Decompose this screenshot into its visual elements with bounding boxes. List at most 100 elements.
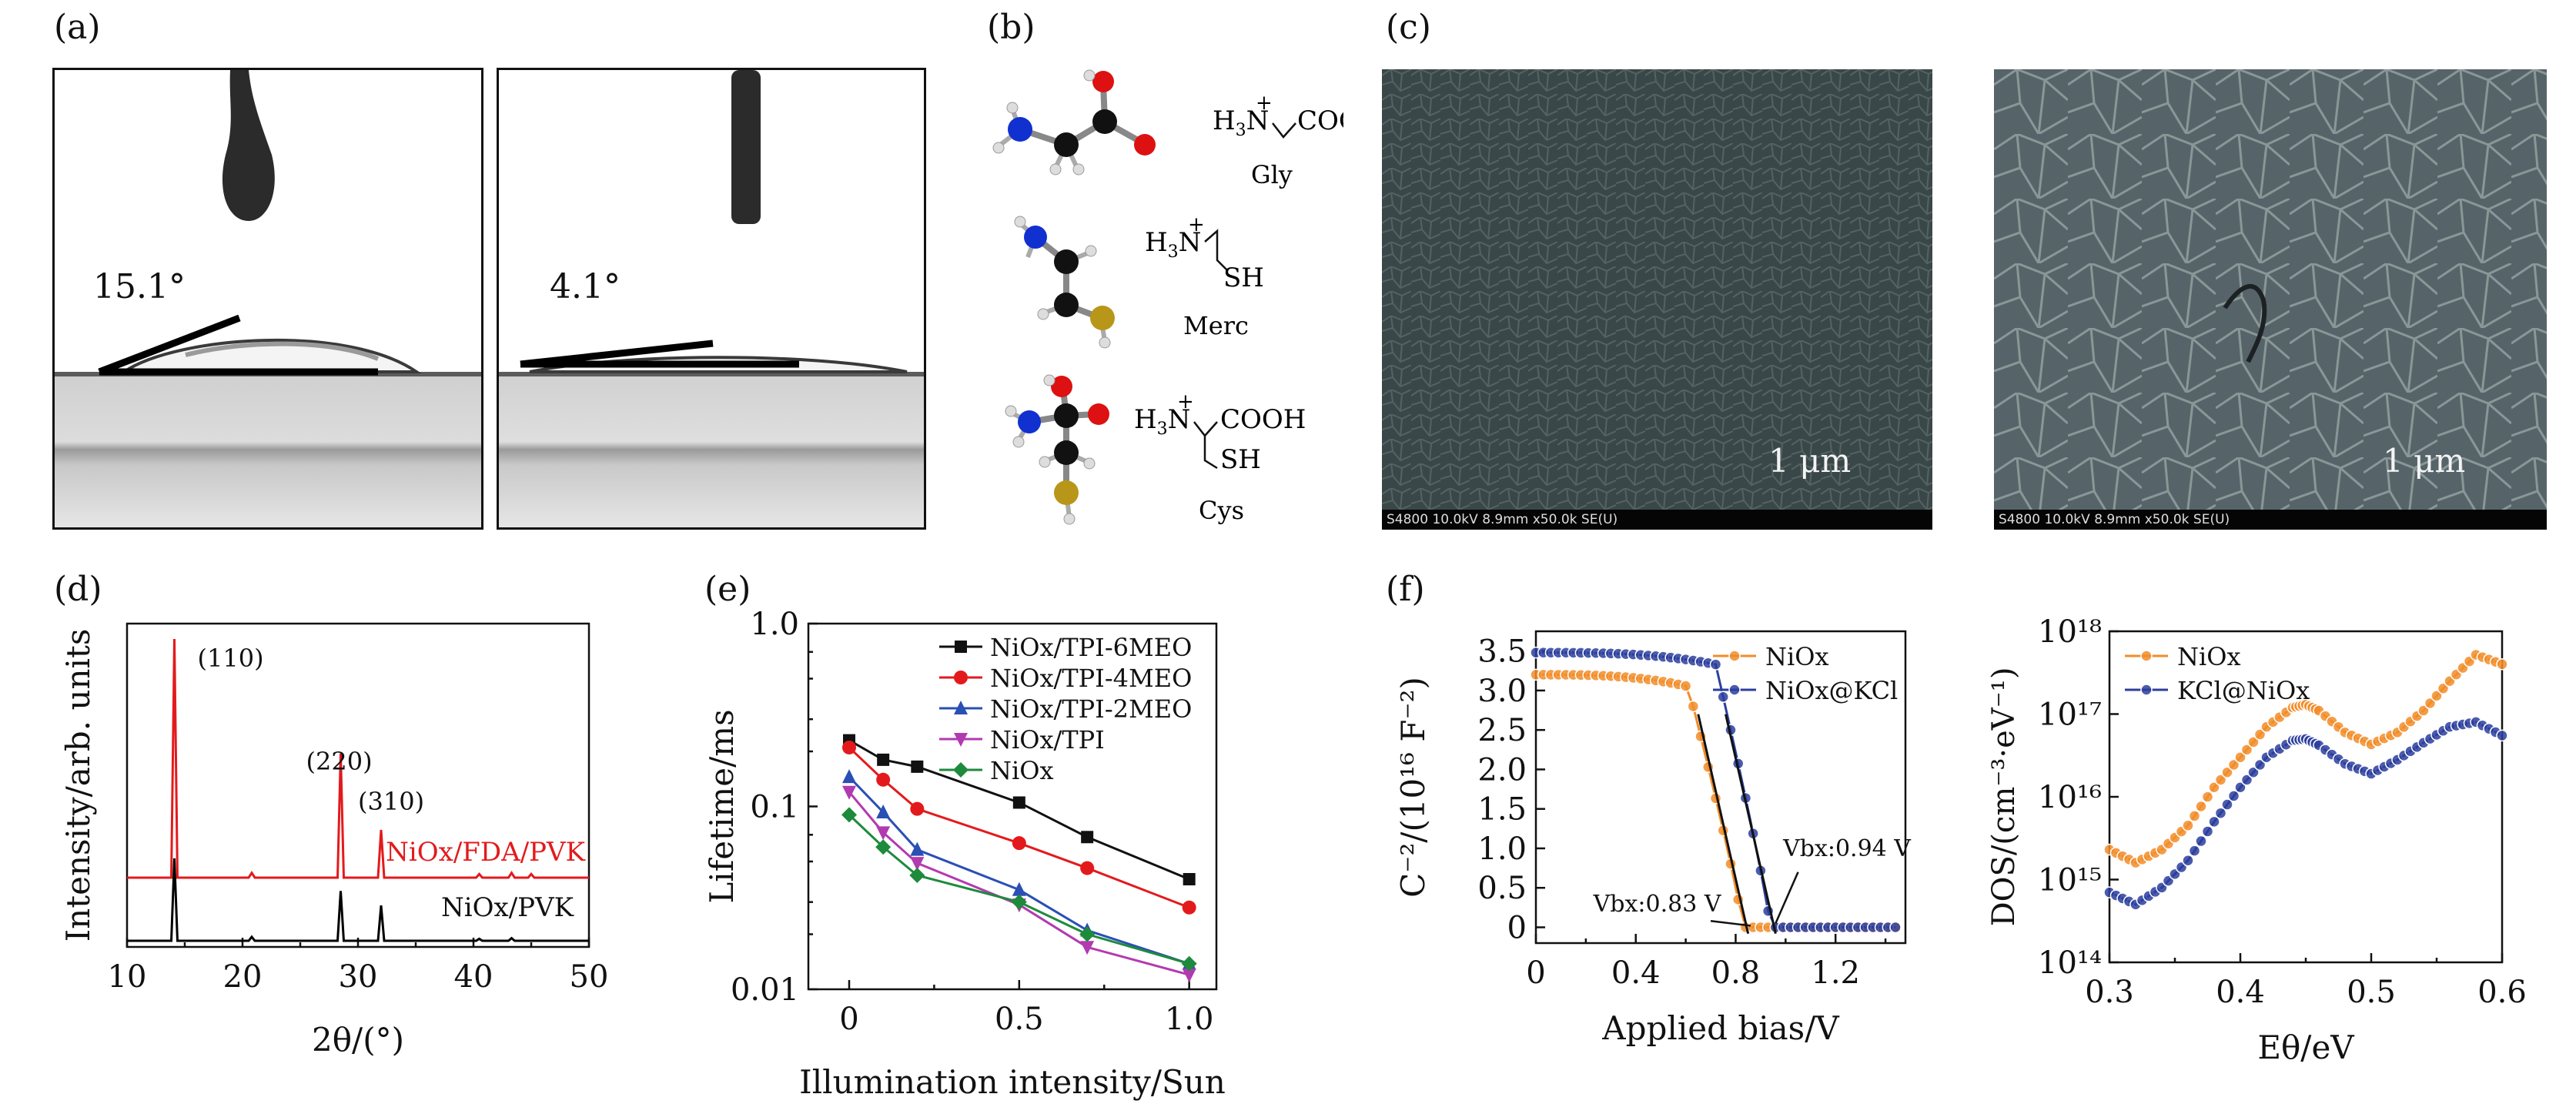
x-axis-label: Applied bias/V (1601, 1009, 1839, 1047)
cys-acid: COOH (1220, 404, 1306, 435)
y-tick-label: 0.01 (731, 972, 799, 1008)
data-point (2182, 819, 2194, 832)
data-point (1012, 881, 1026, 896)
legend-label: NiOx/TPI (990, 725, 1105, 754)
data-point (2437, 682, 2450, 695)
data-point (2188, 810, 2201, 822)
panel-f-label: (f) (1386, 570, 1425, 609)
legend-label: NiOx (990, 756, 1054, 785)
molecule-structures: H3N + COOH Gly H3N + SH Merc (992, 69, 1343, 525)
data-point (2424, 697, 2437, 710)
scale-bar-label: 1 μm (2383, 442, 2466, 480)
vbx-annotation: Vbx:0.83 V (1593, 891, 1722, 918)
panel-c-label: (c) (1386, 8, 1431, 47)
data-point (876, 826, 891, 841)
legend-label: NiOx@KCl (1765, 676, 1898, 705)
annotation-arrow (1775, 871, 1799, 924)
y-tick-label: 10¹⁵ (2038, 863, 2102, 898)
legend-marker (1728, 684, 1741, 696)
data-point (2430, 690, 2443, 702)
y-axis-label: Lifetime/ms (703, 709, 741, 903)
scale-bar-label: 1 μm (1768, 442, 1852, 480)
legend-marker (953, 762, 969, 778)
x-tick-label: 0.3 (2085, 975, 2134, 1010)
y-axis-label: C⁻²/(10¹⁶ F⁻²) (1394, 677, 1432, 898)
legend-marker (2140, 650, 2153, 662)
y-tick-label: 10¹⁷ (2038, 698, 2102, 733)
legend-marker (954, 701, 968, 714)
x-tick-label: 50 (570, 959, 609, 995)
data-point (2234, 751, 2246, 764)
data-point (1709, 658, 1722, 671)
tangent-line (1697, 714, 1750, 935)
annotation-arrow (1710, 920, 1751, 927)
y-tick-label: 10¹⁶ (2038, 780, 2102, 815)
lifetime-chart: 0 0.5 1.0 0.01 0.1 1.0 NiOx/TPI-6MEONiOx/TPI-4… (703, 608, 1226, 1101)
data-point (1080, 941, 1095, 955)
data-point (2227, 790, 2240, 802)
data-point (1687, 700, 1700, 713)
y-tick-label: 1.0 (1477, 831, 1527, 867)
data-point (1183, 873, 1196, 886)
data-point (910, 801, 925, 816)
y-tick-label: 1.0 (750, 608, 799, 642)
data-point (1081, 831, 1094, 844)
data-point (1679, 680, 1692, 692)
x-tick-label: 0 (839, 1002, 858, 1037)
contact-angle-image-2: 4.1° (497, 68, 926, 530)
legend-label: NiOx (1765, 642, 1829, 671)
legend-marker (1728, 650, 1741, 662)
cys-name: Cys (1199, 496, 1244, 525)
data-point (2208, 781, 2220, 794)
y-tick-label: 2.5 (1477, 713, 1527, 748)
data-point (1182, 968, 1196, 983)
data-point (2240, 774, 2253, 786)
data-point (2221, 766, 2233, 778)
gly-model (992, 69, 1156, 176)
sem-image-2: 1 μm S4800 10.0kV 8.9mm x50.0k SE(U) (1994, 69, 2547, 530)
data-point (2253, 728, 2267, 741)
data-point (842, 740, 856, 754)
x-axis-label: Illumination intensity/Sun (799, 1063, 1226, 1101)
x-tick-label: 0.5 (2347, 975, 2396, 1010)
mott-schottky-chart: 0 0.4 0.8 1.2 0 0.5 1.01.5 2.0 2.5 3.0 3.5 Vbx:0.83… (1394, 630, 1912, 1047)
droplet-photo-2 (499, 70, 924, 527)
panel-d-label: (d) (54, 570, 102, 609)
data-point (842, 769, 856, 784)
data-point (2227, 758, 2240, 771)
peak-label: (310) (358, 787, 424, 816)
x-axis-label: 2θ/(°) (312, 1021, 404, 1059)
legend-marker (955, 641, 967, 653)
data-point (2208, 815, 2220, 828)
data-point (1011, 894, 1027, 910)
legend-marker (954, 671, 968, 684)
legend-label: NiOx/TPI-6MEO (990, 633, 1192, 662)
data-point (2214, 774, 2227, 786)
panel-e-label: (e) (704, 570, 751, 609)
plot-frame (1534, 630, 1907, 945)
lifetime-series-line (848, 814, 1190, 965)
merc-charge: + (1188, 213, 1205, 236)
y-tick-label: 2.0 (1477, 752, 1527, 788)
data-point (875, 839, 892, 855)
peak-label: (220) (306, 747, 373, 776)
data-point (1889, 921, 1902, 934)
merc-model (1014, 216, 1115, 349)
data-point (910, 841, 925, 856)
data-point (1717, 691, 1729, 704)
data-point (1080, 861, 1095, 875)
data-point (841, 807, 857, 823)
x-tick-label: 1.2 (1811, 955, 1860, 991)
data-point (1181, 955, 1197, 972)
sem-info-bar: S4800 10.0kV 8.9mm x50.0k SE(U) (1382, 510, 1932, 530)
vbx-annotation: Vbx:0.94 V (1782, 835, 1912, 862)
y-axis-label: DOS/(cm⁻³·eV⁻¹) (1986, 667, 2022, 927)
cys-formula: H3N (1134, 404, 1190, 439)
data-point (2214, 807, 2227, 819)
x-tick-label: 10 (108, 959, 147, 995)
data-point (876, 772, 891, 787)
data-point (2247, 766, 2260, 778)
xrd-chart: 10 20 30 40 50 NiOx/FDA/PVK NiOx/PVK (110) (220)… (59, 622, 609, 1059)
data-point (911, 760, 924, 773)
data-point (2201, 791, 2214, 803)
